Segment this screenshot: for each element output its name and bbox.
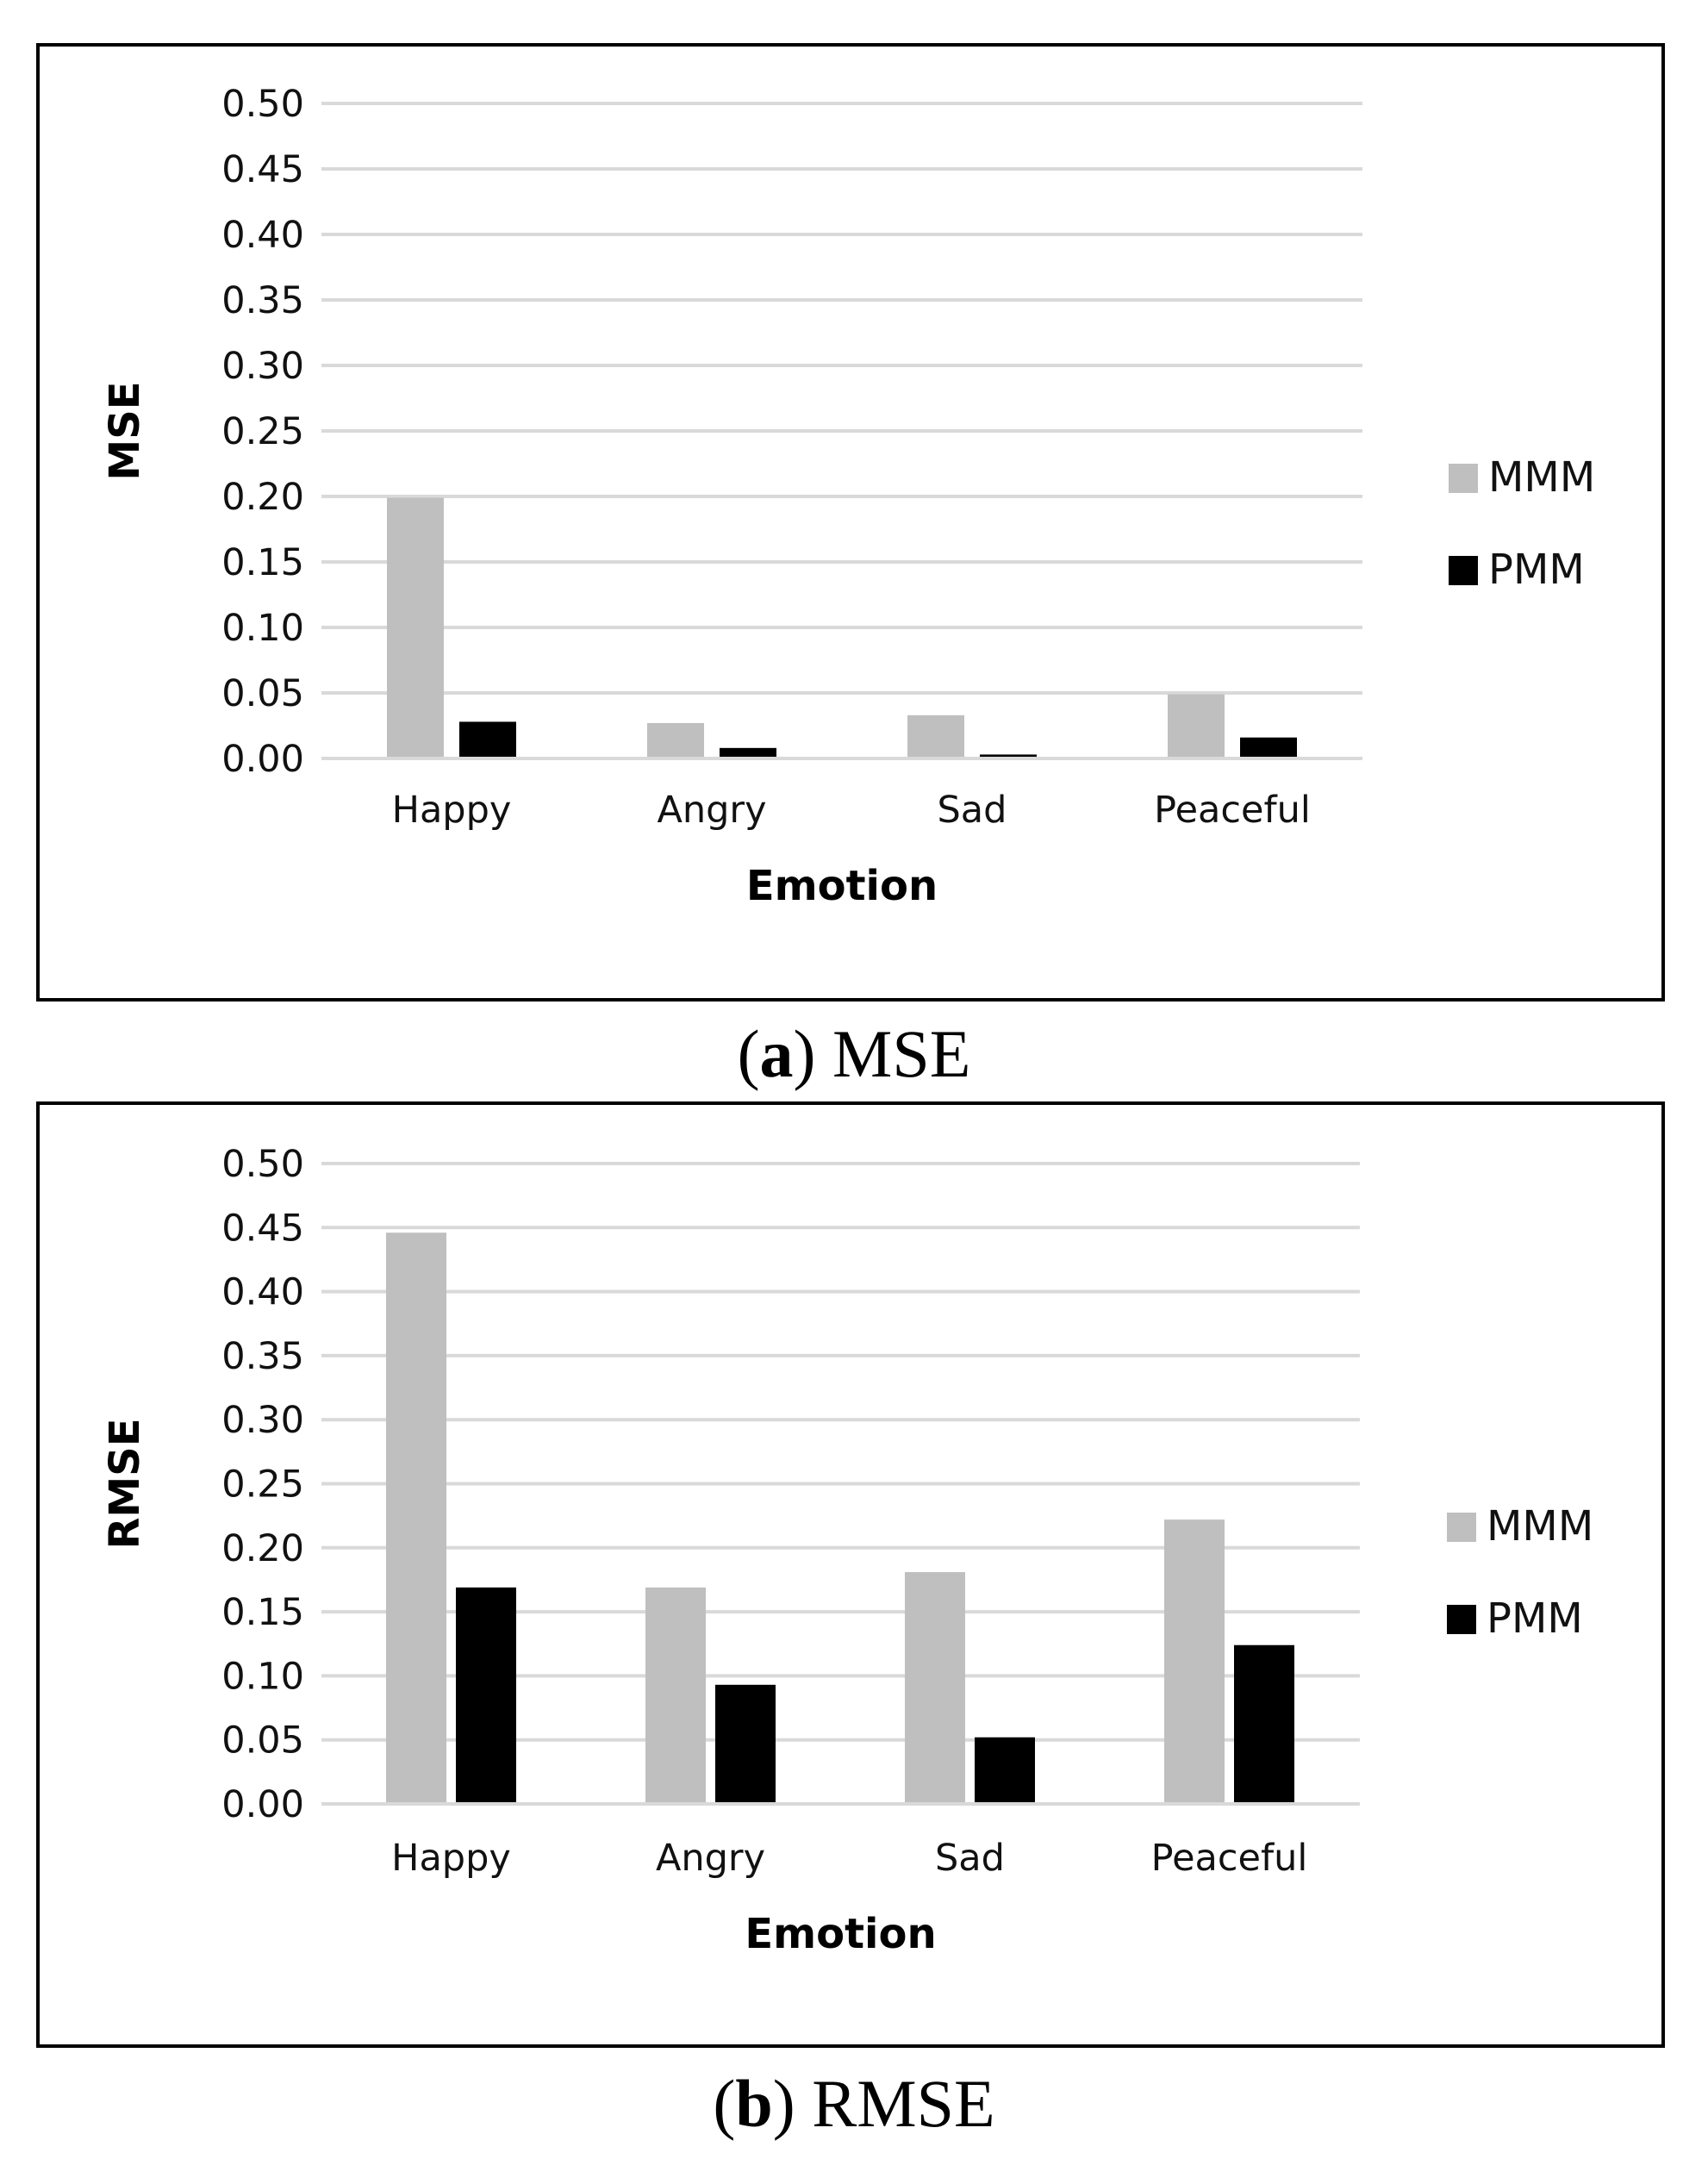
y-tick-label: 0.35: [221, 1335, 304, 1378]
y-tick-label: 0.30: [221, 1399, 304, 1442]
y-tick-label: 0.50: [221, 1143, 304, 1186]
bar-pmm-peaceful: [1240, 737, 1297, 758]
bar-pmm-happy: [459, 721, 516, 758]
y-tick-label: 0.00: [221, 1783, 304, 1826]
x-tick-label: Angry: [657, 789, 766, 832]
bar-pmm-happy: [456, 1587, 516, 1804]
y-tick-label: 0.45: [221, 148, 304, 191]
x-tick-label: Angry: [656, 1837, 765, 1880]
rmse-chart: 0.00 0.05 0.10 0.15 0.20 0.25 0.30 0.35 0.40 0.45…: [101, 1143, 1593, 1958]
y-tick-label: 0.15: [221, 541, 304, 584]
caption-text: MSE: [832, 1016, 971, 1091]
y-tick-label: 0.15: [221, 1591, 304, 1634]
legend-swatch-pmm: [1449, 556, 1478, 585]
y-tick-label: 0.50: [221, 83, 304, 126]
x-tick-label: Happy: [391, 1837, 511, 1880]
caption-letter: a: [759, 1016, 794, 1091]
y-tick-label: 0.05: [221, 1719, 304, 1763]
x-tick-label: Peaceful: [1154, 789, 1311, 832]
caption-mse: (a) MSE: [737, 1016, 971, 1091]
y-tick-label: 0.25: [221, 1463, 304, 1507]
y-axis-title: RMSE: [101, 1418, 149, 1549]
y-tick-label: 0.40: [221, 214, 304, 257]
mse-chart: 0.00 0.05 0.10 0.15 0.20 0.25 0.30 0.35 0.40 0.45…: [101, 83, 1595, 910]
legend-label-pmm: PMM: [1487, 1594, 1583, 1643]
legend-swatch-mmm: [1449, 464, 1478, 493]
y-tick-label: 0.20: [221, 476, 304, 519]
bar-mmm-angry: [645, 1587, 706, 1804]
chart-panel-mse: 0.00 0.05 0.10 0.15 0.20 0.25 0.30 0.35 0.40 0.45…: [36, 43, 1665, 1002]
bar-pmm-sad: [980, 754, 1037, 758]
bar-mmm-peaceful: [1168, 694, 1225, 758]
x-axis-title: Emotion: [746, 862, 938, 910]
legend-label-mmm: MMM: [1487, 1502, 1593, 1551]
caption-rmse: (b) RMSE: [713, 2066, 995, 2141]
bar-mmm-sad: [907, 714, 964, 758]
x-tick-label: Peaceful: [1151, 1837, 1308, 1880]
bar-mmm-sad: [905, 1572, 965, 1804]
legend-swatch-pmm: [1447, 1605, 1476, 1634]
legend-label-mmm: MMM: [1488, 453, 1595, 502]
bar-mmm-angry: [647, 722, 704, 758]
y-tick-label: 0.20: [221, 1527, 304, 1570]
bar-pmm-sad: [975, 1737, 1035, 1804]
y-tick-label: 0.40: [221, 1271, 304, 1314]
chart-panel-rmse: 0.00 0.05 0.10 0.15 0.20 0.25 0.30 0.35 0.40 0.45…: [36, 1101, 1665, 2048]
legend-swatch-mmm: [1447, 1513, 1476, 1542]
bar-pmm-angry: [715, 1684, 776, 1804]
y-tick-label: 0.00: [221, 738, 304, 781]
caption-text: RMSE: [812, 2066, 995, 2141]
y-tick-label: 0.25: [221, 410, 304, 453]
bar-mmm-happy: [387, 497, 444, 758]
x-axis-title: Emotion: [745, 1910, 936, 1958]
caption-letter: b: [735, 2066, 773, 2141]
x-tick-label: Happy: [392, 789, 512, 832]
bar-mmm-peaceful: [1164, 1519, 1225, 1804]
bar-pmm-angry: [720, 747, 776, 758]
y-tick-label: 0.05: [221, 672, 304, 715]
y-tick-label: 0.10: [221, 1655, 304, 1698]
y-tick-label: 0.35: [221, 279, 304, 322]
y-tick-label: 0.30: [221, 345, 304, 388]
y-tick-label: 0.10: [221, 607, 304, 650]
legend-label-pmm: PMM: [1488, 546, 1585, 594]
y-axis-title: MSE: [101, 381, 149, 480]
bar-mmm-happy: [386, 1232, 446, 1804]
x-tick-label: Sad: [935, 1837, 1005, 1880]
bar-pmm-peaceful: [1234, 1644, 1294, 1804]
y-tick-label: 0.45: [221, 1207, 304, 1250]
x-tick-label: Sad: [938, 789, 1007, 832]
